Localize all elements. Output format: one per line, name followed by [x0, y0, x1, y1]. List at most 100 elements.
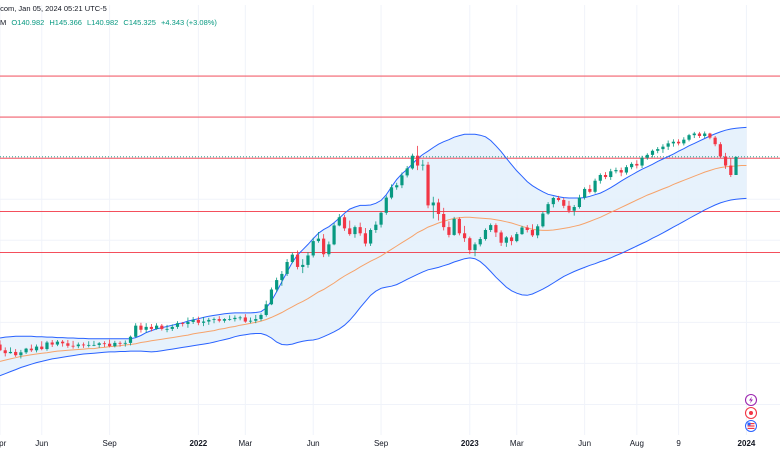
candle[interactable]	[541, 211, 545, 228]
candle[interactable]	[19, 349, 23, 359]
candle[interactable]	[128, 335, 133, 346]
candle[interactable]	[29, 344, 33, 352]
candle[interactable]	[108, 339, 112, 348]
candle[interactable]	[708, 132, 712, 140]
candle[interactable]	[264, 300, 268, 317]
candle[interactable]	[656, 147, 660, 154]
candle[interactable]	[473, 242, 477, 257]
candle[interactable]	[588, 184, 592, 194]
candle[interactable]	[217, 316, 221, 323]
candle[interactable]	[536, 224, 540, 239]
candle[interactable]	[635, 160, 639, 169]
candle[interactable]	[723, 152, 728, 169]
candle[interactable]	[248, 317, 253, 324]
candle[interactable]	[332, 223, 336, 246]
candle[interactable]	[640, 155, 644, 169]
candle[interactable]	[452, 216, 456, 236]
candle[interactable]	[316, 232, 321, 243]
candle[interactable]	[619, 167, 623, 177]
candle[interactable]	[311, 237, 315, 258]
candle[interactable]	[583, 187, 587, 200]
candle[interactable]	[238, 315, 242, 321]
candle[interactable]	[45, 340, 49, 351]
candle[interactable]	[92, 340, 96, 347]
candle[interactable]	[0, 340, 2, 352]
candle[interactable]	[269, 287, 274, 306]
lightning-icon[interactable]	[744, 393, 758, 407]
candle[interactable]	[468, 236, 472, 255]
candle[interactable]	[478, 236, 482, 247]
candle[interactable]	[379, 211, 383, 228]
candle[interactable]	[149, 324, 153, 332]
candle[interactable]	[306, 252, 310, 268]
candle[interactable]	[144, 323, 148, 333]
candle[interactable]	[165, 324, 169, 333]
candle[interactable]	[353, 225, 357, 238]
candle[interactable]	[155, 323, 159, 330]
candle[interactable]	[280, 271, 284, 286]
candle[interactable]	[243, 314, 247, 323]
candle[interactable]	[682, 137, 686, 146]
candle[interactable]	[8, 347, 13, 354]
horizontal-levels[interactable]	[0, 75, 780, 254]
candle[interactable]	[191, 317, 195, 325]
candlesticks[interactable]	[0, 131, 738, 359]
candle[interactable]	[170, 324, 174, 331]
candle[interactable]	[139, 322, 143, 333]
candle[interactable]	[201, 317, 206, 327]
candle[interactable]	[342, 214, 347, 231]
candle[interactable]	[123, 340, 127, 347]
candle[interactable]	[624, 165, 628, 175]
candle[interactable]	[175, 321, 180, 329]
candle[interactable]	[734, 156, 738, 175]
candle[interactable]	[567, 200, 571, 214]
candle[interactable]	[603, 172, 608, 180]
candle[interactable]	[457, 217, 461, 236]
candle[interactable]	[515, 232, 519, 243]
candle[interactable]	[562, 197, 566, 209]
candle[interactable]	[40, 341, 44, 351]
candle[interactable]	[520, 225, 524, 235]
candle[interactable]	[76, 342, 80, 349]
candle[interactable]	[630, 162, 634, 170]
candle[interactable]	[645, 153, 649, 160]
record-icon[interactable]	[744, 406, 758, 420]
candle[interactable]	[410, 153, 414, 170]
candle[interactable]	[290, 252, 294, 264]
candle[interactable]	[228, 315, 232, 321]
candle[interactable]	[593, 178, 597, 194]
candle[interactable]	[160, 324, 164, 331]
candle[interactable]	[24, 347, 28, 354]
candle[interactable]	[66, 340, 70, 348]
candle[interactable]	[275, 277, 279, 292]
candle[interactable]	[337, 213, 341, 227]
candle[interactable]	[697, 131, 702, 139]
us-flag-icon[interactable]	[745, 420, 757, 432]
candle[interactable]	[285, 259, 289, 276]
candle[interactable]	[713, 135, 717, 147]
candle[interactable]	[426, 161, 430, 209]
candle[interactable]	[405, 165, 409, 178]
candle[interactable]	[327, 241, 331, 257]
candle[interactable]	[348, 220, 352, 236]
candle[interactable]	[322, 234, 326, 258]
candle[interactable]	[421, 159, 425, 171]
candle[interactable]	[504, 236, 508, 247]
candle[interactable]	[374, 221, 378, 233]
candle[interactable]	[416, 145, 420, 171]
candle[interactable]	[118, 341, 122, 347]
candle[interactable]	[499, 230, 503, 247]
candle[interactable]	[254, 314, 258, 324]
candle[interactable]	[692, 131, 696, 139]
candle[interactable]	[572, 204, 576, 216]
candle[interactable]	[703, 131, 707, 139]
candle[interactable]	[113, 340, 117, 348]
candle[interactable]	[259, 313, 263, 322]
bollinger-lower-line[interactable]	[0, 197, 747, 377]
candle[interactable]	[207, 317, 211, 325]
candle[interactable]	[81, 342, 86, 348]
candle[interactable]	[442, 207, 446, 231]
candle[interactable]	[384, 195, 388, 215]
candle[interactable]	[186, 317, 190, 328]
